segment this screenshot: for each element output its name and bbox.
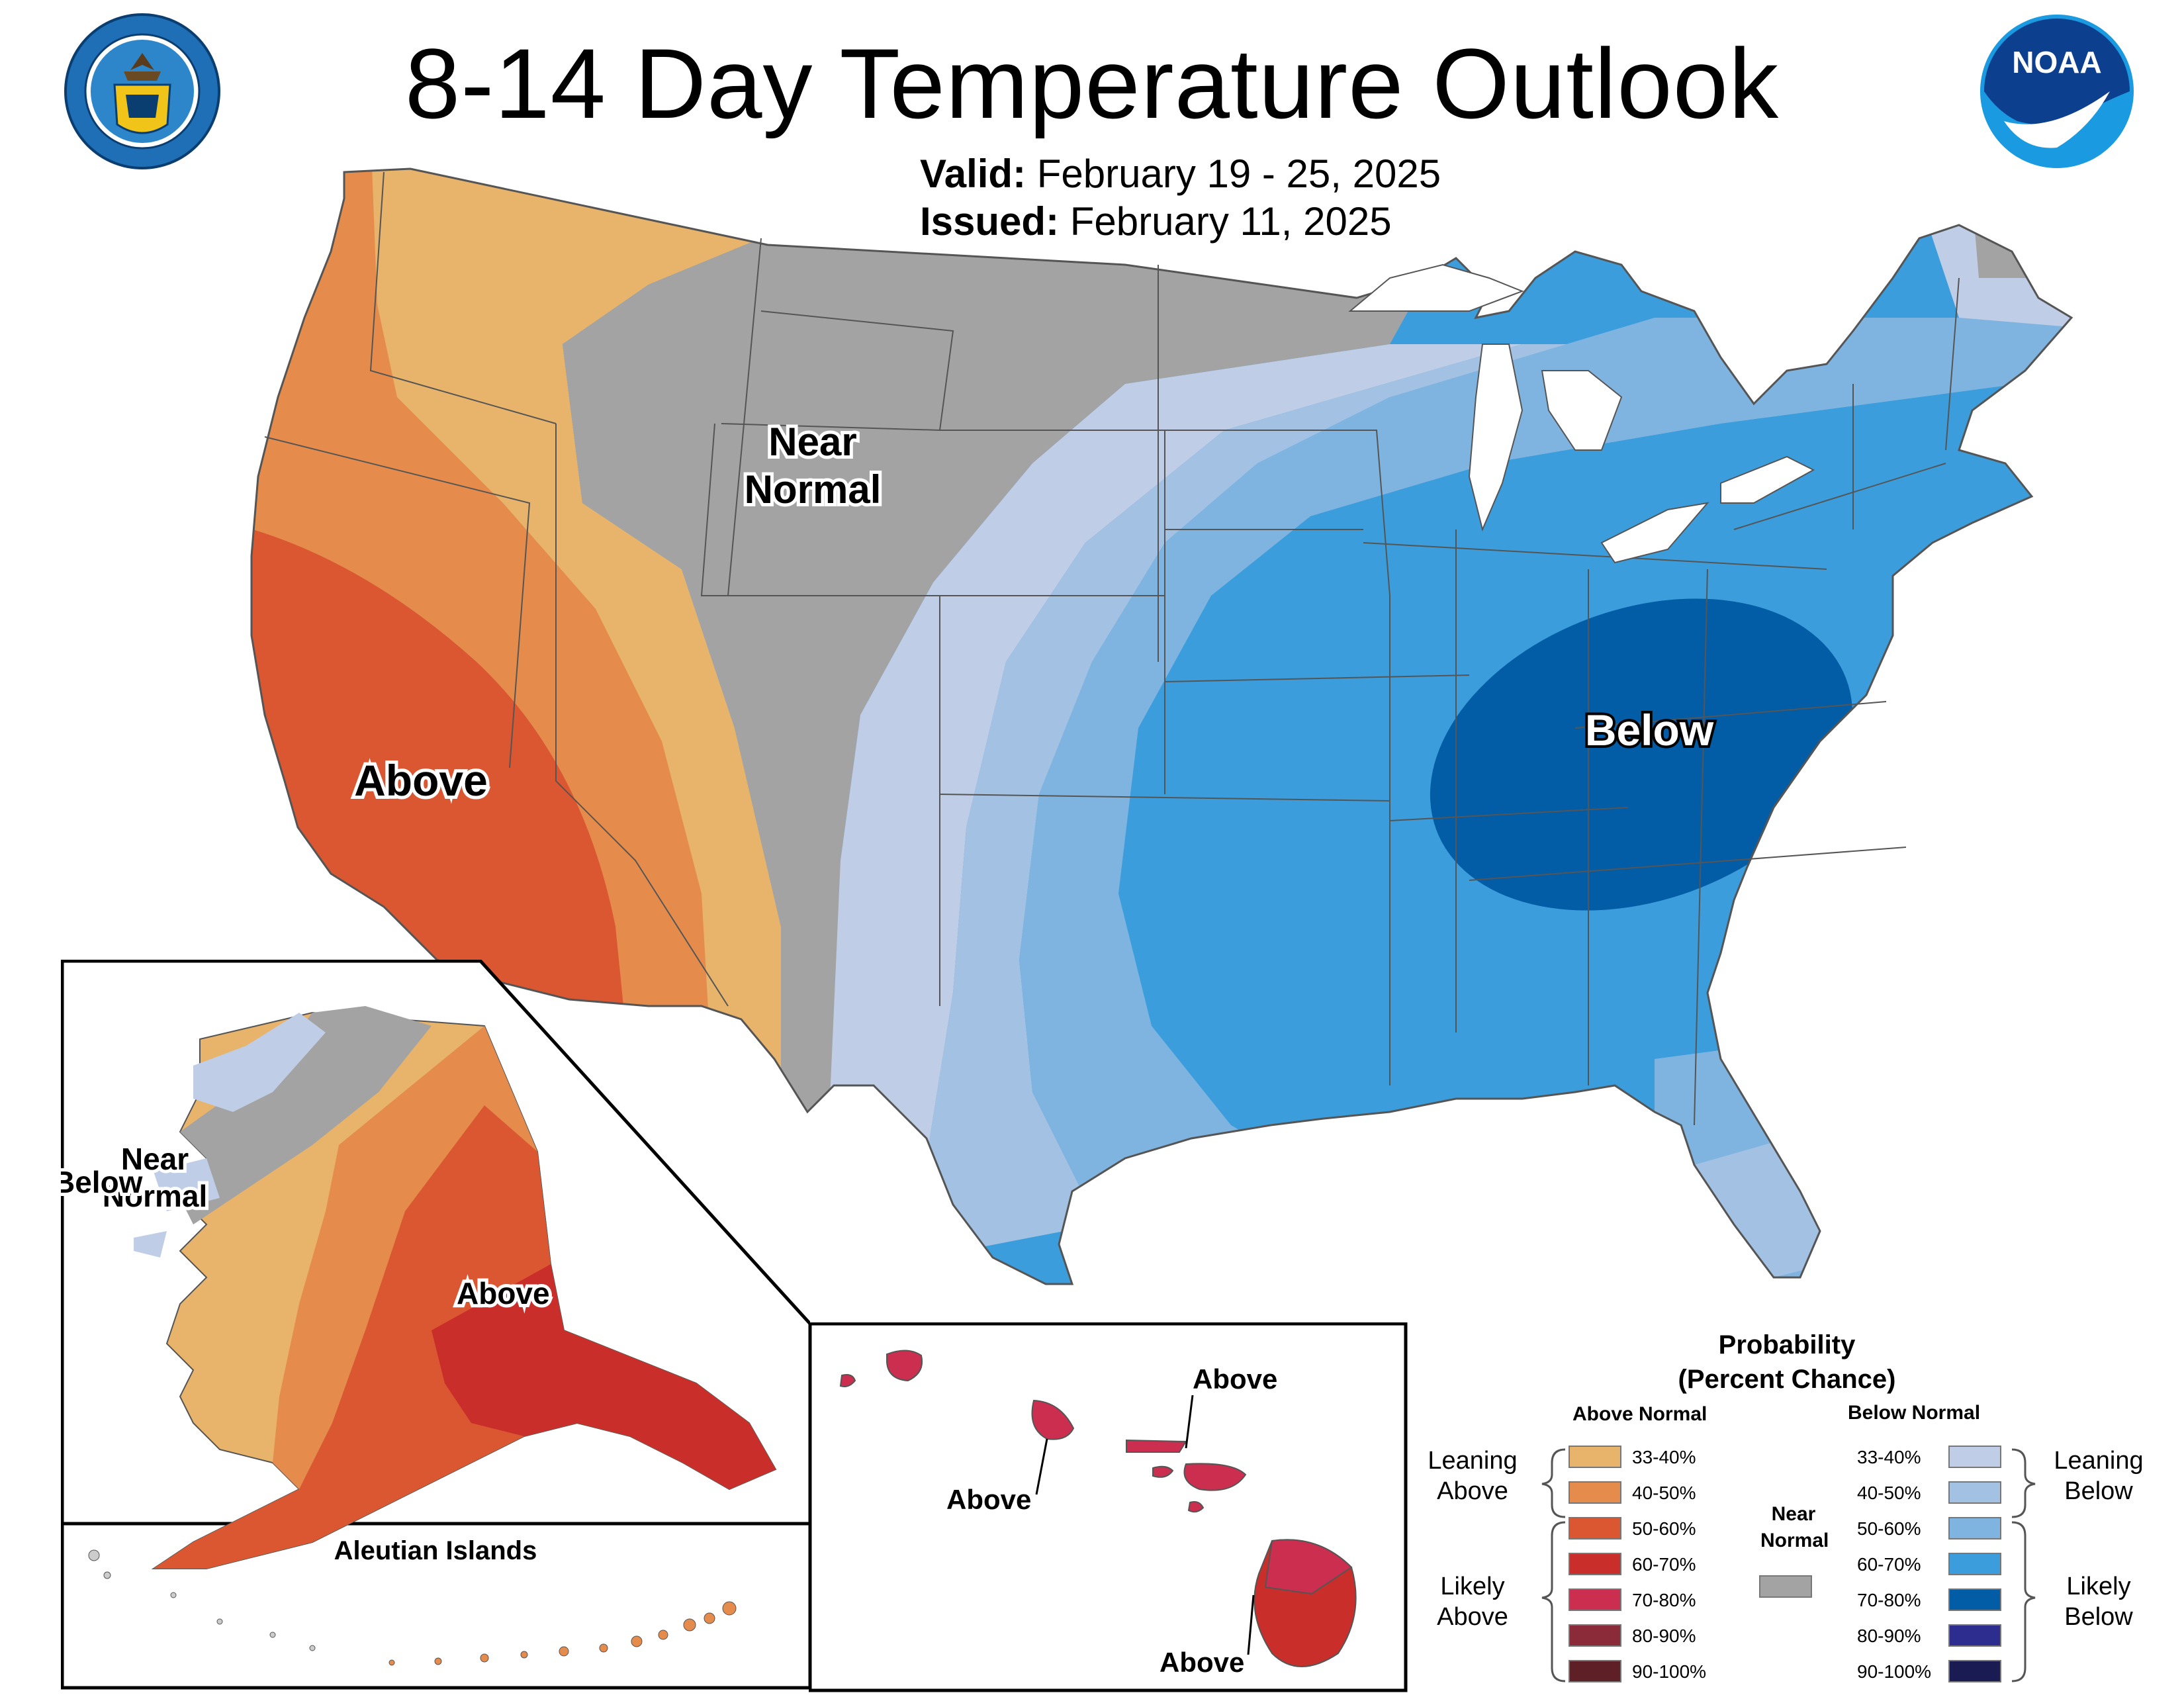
legend-leaning-above-2: Above	[1437, 1477, 1508, 1505]
valid-line: Valid: February 19 - 25, 2025	[920, 151, 1441, 197]
legend-likely-below-2: Below	[2064, 1603, 2133, 1631]
legend-below-swatch	[1948, 1517, 2001, 1540]
hawaii-leader-lines	[1035, 1395, 1255, 1655]
hawaii-above-label-1: Above	[1193, 1363, 1277, 1395]
legend-below-range: 70-80%	[1857, 1590, 1921, 1610]
legend-likely-above-1: Likely	[1440, 1573, 1505, 1600]
issued-label: Issued:	[920, 199, 1060, 244]
issued-value: February 11, 2025	[1069, 199, 1392, 244]
conus-near-normal-label-2: Normal	[745, 467, 882, 512]
alaska-probability-fill	[134, 1006, 777, 1569]
noaa-logo-text: NOAA	[2012, 45, 2101, 79]
legend-above-range: 60-70%	[1632, 1554, 1696, 1575]
legend-above-range: 80-90%	[1632, 1626, 1696, 1646]
legend-above-header: Above Normal	[1572, 1403, 1707, 1425]
issued-line: Issued: February 11, 2025	[920, 199, 1392, 244]
aleutian-islands-title: Aleutian Islands	[334, 1536, 537, 1565]
legend-near-normal-swatch	[1759, 1575, 1812, 1598]
legend-above-range: 70-80%	[1632, 1590, 1696, 1610]
hawaii-islands	[839, 1350, 1357, 1667]
hawaii-inset: Above Above Above	[809, 1322, 1408, 1692]
legend-above-range: 90-100%	[1632, 1661, 1707, 1682]
hawaii-above-label-3: Above	[1160, 1647, 1244, 1678]
alaska-above-label: Above	[457, 1276, 550, 1310]
legend-above-range: 50-60%	[1632, 1518, 1696, 1539]
alaska-below-label: Below	[61, 1165, 143, 1199]
legend-below-header: Below Normal	[1848, 1402, 1981, 1424]
conus-outline	[250, 167, 2073, 1285]
legend-above-swatch	[1569, 1517, 1621, 1540]
legend-leaning-above: Leaning Above	[1423, 1446, 1522, 1506]
legend-below-range: 90-100%	[1857, 1661, 1932, 1682]
legend-above-range: 40-50%	[1632, 1483, 1696, 1503]
aleutian-islands	[388, 1601, 737, 1666]
legend-leaning-below: Leaning Below	[2049, 1446, 2148, 1506]
legend-likely-above: Likely Above	[1423, 1571, 1522, 1632]
legend-leaning-below-2: Below	[2064, 1477, 2133, 1505]
legend-below-swatch	[1948, 1446, 2001, 1468]
legend-likely-below-1: Likely	[2066, 1573, 2131, 1600]
legend-above-swatch	[1569, 1481, 1621, 1504]
legend-below-range: 40-50%	[1857, 1483, 1921, 1503]
legend-above-swatch	[1569, 1446, 1621, 1468]
aleutian-west-islands	[88, 1549, 316, 1651]
commerce-seal-icon	[64, 13, 220, 169]
great-lakes	[1348, 263, 1815, 564]
legend-above-swatch	[1569, 1588, 1621, 1611]
alaska-inset: Near Normal Below Above Aleutian Islands	[61, 960, 810, 1690]
legend-title-1: Probability	[1718, 1330, 1856, 1359]
legend-below-swatch	[1948, 1481, 2001, 1504]
legend-leaning-above-1: Leaning	[1428, 1447, 1518, 1475]
noaa-logo-icon: NOAA	[1980, 15, 2134, 168]
state-boundaries	[264, 171, 1960, 1126]
page-title: 8-14 Day Temperature Outlook	[404, 28, 1780, 139]
legend-near-normal-1: Near	[1771, 1503, 1816, 1525]
conus-below-label: Below	[1585, 706, 1714, 755]
legend-below-swatch	[1948, 1588, 2001, 1611]
legend-near-normal-2: Normal	[1760, 1530, 1829, 1551]
legend-below-swatch	[1948, 1660, 2001, 1682]
alaska-near-normal-label-2: Normal	[103, 1179, 207, 1213]
legend-below-range: 50-60%	[1857, 1518, 1921, 1539]
legend-near-normal-label: Near Normal	[1760, 1501, 1829, 1554]
legend-above-swatch	[1569, 1660, 1621, 1682]
legend-below-swatch	[1948, 1553, 2001, 1575]
legend-below-range: 60-70%	[1857, 1554, 1921, 1575]
legend-above-range: 33-40%	[1632, 1447, 1696, 1467]
valid-value: February 19 - 25, 2025	[1036, 152, 1441, 196]
legend-title-2: (Percent Chance)	[1678, 1365, 1896, 1394]
legend-below-swatch	[1948, 1624, 2001, 1647]
legend-above-swatch	[1569, 1624, 1621, 1647]
hawaii-above-label-2: Above	[946, 1484, 1031, 1515]
valid-label: Valid:	[920, 152, 1026, 196]
legend-above-swatch	[1569, 1553, 1621, 1575]
legend-below-range: 33-40%	[1857, 1447, 1921, 1467]
legend-likely-below: Likely Below	[2049, 1571, 2148, 1632]
legend-below-range: 80-90%	[1857, 1626, 1921, 1646]
alaska-near-normal-label-1: Near	[121, 1142, 189, 1176]
conus-above-label: Above	[354, 756, 488, 805]
conus-near-normal-label-1: Near	[768, 420, 856, 464]
legend-leaning-below-1: Leaning	[2054, 1447, 2144, 1475]
legend-likely-above-2: Above	[1437, 1603, 1508, 1631]
